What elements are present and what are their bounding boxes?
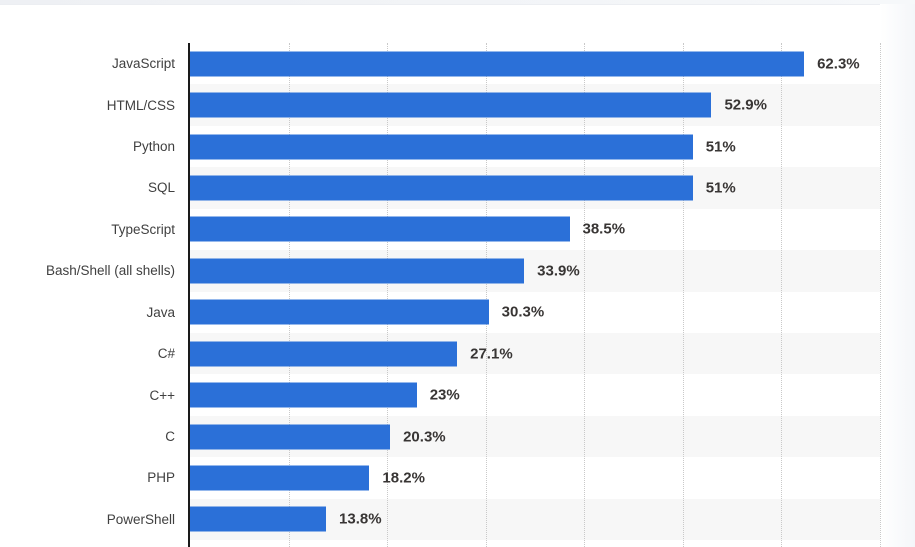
bar-row-html-css: HTML/CSS 52.9% xyxy=(0,84,880,126)
bar-row-csharp: C# 27.1% xyxy=(0,332,880,375)
bar xyxy=(190,299,489,325)
plot-area: 38.5% xyxy=(190,209,880,250)
value-label: 62.3% xyxy=(817,55,860,73)
plot-area: 18.2% xyxy=(190,457,880,498)
bar-row-typescript: TypeScript 38.5% xyxy=(0,209,880,250)
plot-area: 30.3% xyxy=(190,292,880,333)
gridline-70pct xyxy=(880,43,881,547)
bar xyxy=(190,465,370,491)
category-label: PowerShell xyxy=(106,511,175,527)
value-label: 51% xyxy=(705,138,736,156)
bar-row-sql: SQL 51% xyxy=(0,167,880,209)
bar-row-c: C 20.3% xyxy=(0,415,880,458)
plot-area: 52.9% xyxy=(190,84,880,126)
gridline-40pct xyxy=(584,43,586,547)
bar xyxy=(190,92,712,118)
plot-area: 62.3% xyxy=(190,43,880,84)
value-label: 51% xyxy=(705,179,736,197)
bar xyxy=(190,134,693,160)
category-label: HTML/CSS xyxy=(106,97,175,113)
gridline-20pct xyxy=(387,43,389,547)
category-label: SQL xyxy=(147,180,175,196)
value-label: 13.8% xyxy=(339,510,382,528)
category-label: C++ xyxy=(149,387,175,403)
bar xyxy=(190,216,570,242)
gridline-30pct xyxy=(485,43,487,547)
value-label: 33.9% xyxy=(537,262,580,280)
value-label: 23% xyxy=(429,386,460,404)
value-label: 30.3% xyxy=(501,303,545,321)
bar-row-php: PHP 18.2% xyxy=(0,457,880,498)
bar-row-python: Python 51% xyxy=(0,126,880,167)
bar-row-powershell: PowerShell 13.8% xyxy=(0,498,880,541)
bar-chart: JavaScript 62.3% HTML/CSS 52.9% Python 5… xyxy=(0,43,881,547)
value-label: 52.9% xyxy=(724,96,767,114)
bar xyxy=(190,424,391,449)
bar xyxy=(190,382,417,408)
plot-area: 51% xyxy=(190,167,880,209)
bar xyxy=(190,175,693,201)
page-top-divider xyxy=(0,0,915,5)
category-label: Bash/Shell (all shells) xyxy=(45,263,175,279)
category-label: Java xyxy=(146,304,175,320)
bar xyxy=(190,341,458,367)
category-label: PHP xyxy=(147,470,175,486)
bar-row-java: Java 30.3% xyxy=(0,292,880,333)
bar-row-cpp: C++ 23% xyxy=(0,374,880,415)
value-label: 20.3% xyxy=(403,428,446,445)
value-label: 18.2% xyxy=(382,469,425,487)
bar xyxy=(190,258,525,284)
gridline-60pct xyxy=(781,43,783,547)
value-label: 27.1% xyxy=(470,345,513,363)
plot-area: 13.8% xyxy=(190,498,880,541)
bar-rows: JavaScript 62.3% HTML/CSS 52.9% Python 5… xyxy=(0,43,880,541)
value-label: 38.5% xyxy=(582,220,626,238)
category-label: TypeScript xyxy=(111,221,175,237)
plot-area: 20.3% xyxy=(190,415,880,458)
y-axis-line xyxy=(188,43,190,547)
bar-row-javascript: JavaScript 62.3% xyxy=(0,43,880,84)
category-label: C xyxy=(165,429,175,444)
plot-area: 51% xyxy=(190,126,880,167)
bar-row-bash-shell: Bash/Shell (all shells) 33.9% xyxy=(0,250,880,292)
category-label: Python xyxy=(132,139,175,155)
bar xyxy=(190,506,327,532)
category-label: C# xyxy=(157,346,175,362)
gridline-10pct xyxy=(288,43,290,547)
page-right-margin xyxy=(880,4,915,547)
plot-area: 23% xyxy=(190,374,880,415)
gridline-50pct xyxy=(682,43,684,547)
bar xyxy=(190,51,805,77)
category-label: JavaScript xyxy=(111,56,175,72)
plot-area: 33.9% xyxy=(190,250,880,292)
grid-layer xyxy=(190,43,881,547)
plot-area: 27.1% xyxy=(190,332,880,375)
